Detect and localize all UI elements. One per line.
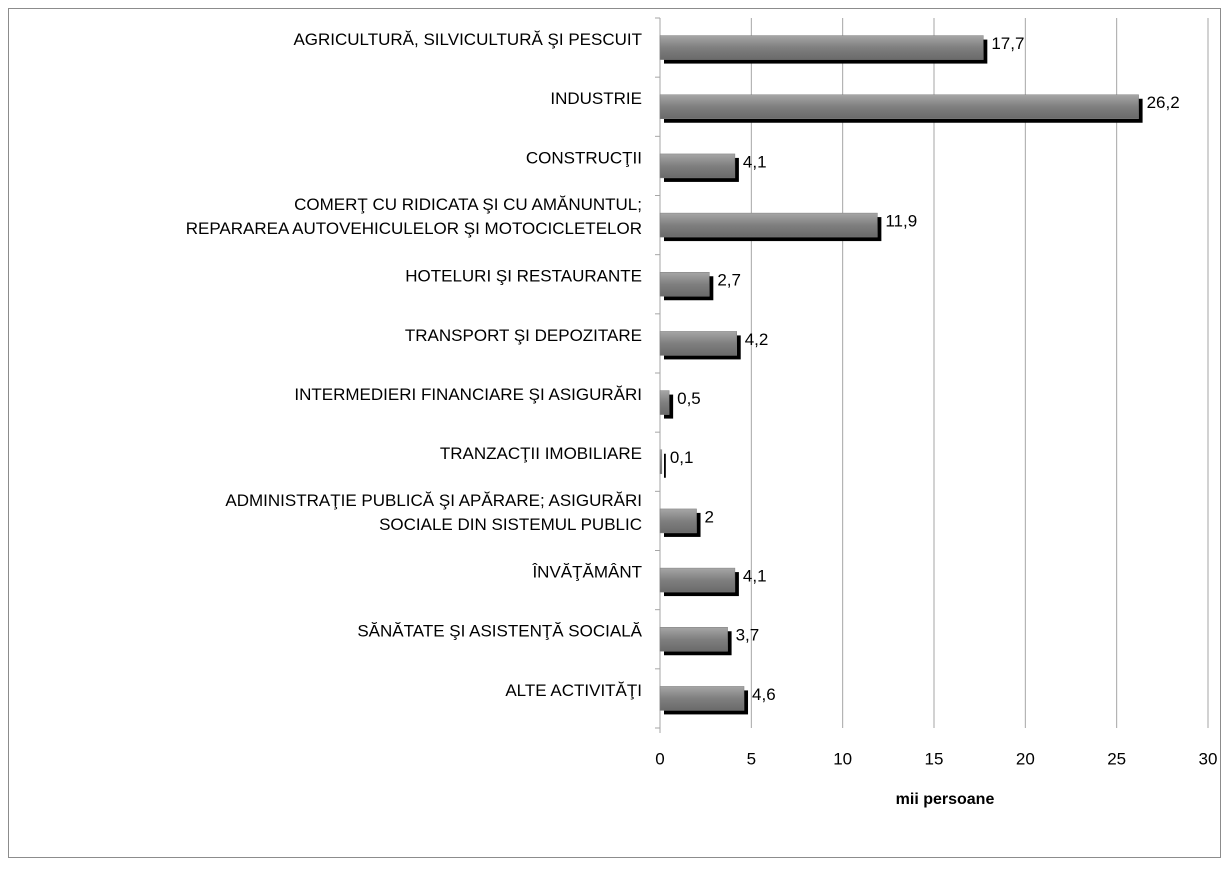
x-tick-label: 25 xyxy=(1107,749,1126,768)
data-label: 11,9 xyxy=(885,212,917,231)
bar xyxy=(659,686,745,711)
data-label: 4,6 xyxy=(752,685,776,704)
bar xyxy=(659,212,878,238)
x-tick-label: 15 xyxy=(925,749,944,768)
bar xyxy=(659,331,737,356)
data-label: 2 xyxy=(705,507,714,526)
bar xyxy=(659,627,728,652)
x-tick-label: 20 xyxy=(1016,749,1035,768)
data-label: 4,1 xyxy=(743,152,767,171)
bar xyxy=(659,94,1139,119)
data-label: 2,7 xyxy=(717,271,741,290)
data-label: 3,7 xyxy=(736,626,760,645)
y-tick-label: INTERMEDIERI FINANCIARE ŞI ASIGURĂRI xyxy=(294,385,642,404)
y-tick-label: HOTELURI ŞI RESTAURANTE xyxy=(405,267,642,286)
bar xyxy=(659,567,736,593)
bar xyxy=(659,390,670,415)
y-tick-label: TRANSPORT ŞI DEPOZITARE xyxy=(405,326,642,345)
y-tick-label: AGRICULTURĂ, SILVICULTURĂ ŞI PESCUIT xyxy=(293,30,642,49)
x-axis-title: mii persoane xyxy=(896,791,995,808)
y-tick-label: SĂNĂTATE ŞI ASISTENŢĂ SOCIALĂ xyxy=(357,622,642,641)
data-label: 4,1 xyxy=(743,567,767,586)
chart-border xyxy=(8,8,1221,858)
bar xyxy=(659,153,736,179)
x-tick-label: 0 xyxy=(655,749,664,768)
bar xyxy=(659,272,710,297)
x-tick-label: 30 xyxy=(1199,749,1218,768)
data-label: 17,7 xyxy=(991,34,1024,53)
y-tick-label: TRANZACŢII IMOBILIARE xyxy=(440,444,642,463)
bar xyxy=(659,508,697,534)
data-label: 26,2 xyxy=(1147,93,1180,112)
y-tick-label: COMERŢ CU RIDICATA ŞI CU AMĂNUNTUL; REPAR… xyxy=(186,196,642,239)
y-tick-label: ADMINISTRAŢIE PUBLICĂ ŞI APĂRARE; ASIGUR… xyxy=(225,491,642,534)
x-tick-label: 5 xyxy=(747,749,756,768)
bar xyxy=(659,35,984,60)
data-label: 0,5 xyxy=(677,389,701,408)
data-label: 4,2 xyxy=(745,330,769,349)
bar xyxy=(659,449,663,474)
y-tick-label: INDUSTRIE xyxy=(550,89,642,108)
bar-shadow xyxy=(664,453,666,478)
y-tick-label: CONSTRUCŢII xyxy=(526,148,642,167)
x-tick-label: 10 xyxy=(833,749,852,768)
y-tick-label: ÎNVĂŢĂMÂNT xyxy=(531,563,642,582)
y-tick-label: ALTE ACTIVITĂŢI xyxy=(505,681,642,700)
data-label: 0,1 xyxy=(670,448,694,467)
